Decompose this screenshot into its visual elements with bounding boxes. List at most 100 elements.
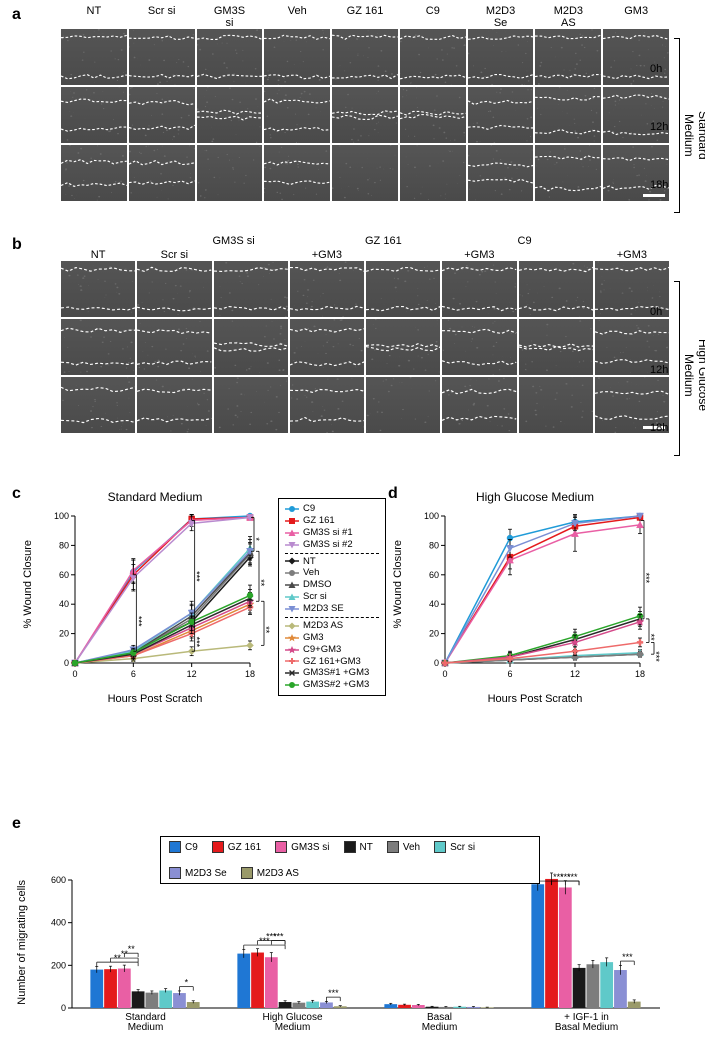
super-header: GM3S si — [213, 235, 366, 247]
svg-text:0: 0 — [72, 669, 77, 679]
col-header: C9 — [399, 5, 467, 29]
svg-text:***: *** — [651, 651, 660, 662]
legend-item: GZ 161 — [285, 515, 379, 527]
svg-text:***: *** — [622, 952, 633, 962]
legend-item: GM3 — [285, 632, 379, 644]
svg-text:*: * — [185, 978, 189, 988]
micrograph-cell — [535, 29, 601, 85]
time-label: 0h — [650, 40, 668, 98]
chart-d: High Glucose Medium 020406080100061218**… — [410, 490, 660, 705]
time-label: 12h — [650, 98, 668, 156]
chart-c-title: Standard Medium — [40, 490, 270, 504]
micrograph-cell — [400, 87, 466, 143]
svg-text:***: *** — [641, 573, 651, 584]
svg-text:**: ** — [128, 944, 136, 954]
panel-label-b: b — [12, 236, 22, 254]
micrograph-cell — [264, 145, 330, 201]
micrograph-cell — [129, 145, 195, 201]
legend-e-item: C9 — [169, 841, 198, 853]
chart-c-ylabel: % Wound Closure — [22, 540, 34, 628]
col-header: NT — [60, 247, 136, 261]
svg-text:Basal Medium: Basal Medium — [555, 1022, 618, 1033]
legend-item: GZ 161+GM3 — [285, 656, 379, 668]
super-header: C9 — [518, 235, 671, 247]
micrograph-cell — [519, 261, 593, 317]
col-header: GZ 161 — [331, 5, 399, 29]
micrograph-cell — [214, 261, 288, 317]
svg-text:***: *** — [328, 988, 339, 998]
svg-text:12: 12 — [570, 669, 580, 679]
legend-e-item: GZ 161 — [212, 841, 261, 853]
svg-text:***: *** — [273, 932, 284, 942]
legend-item: GM3S si #2 — [285, 539, 379, 551]
legend-e-item: M2D3 AS — [241, 867, 299, 879]
chart-d-xlabel: Hours Post Scratch — [410, 693, 660, 705]
svg-text:0: 0 — [61, 1003, 66, 1013]
micrograph-cell — [61, 377, 135, 433]
micrograph-cell — [332, 87, 398, 143]
legend-e-item: NT — [344, 841, 373, 853]
micrograph-cell — [442, 319, 516, 375]
svg-text:80: 80 — [429, 540, 439, 550]
micrograph-cell — [535, 145, 601, 201]
legend-e-item: GM3S si — [275, 841, 329, 853]
svg-text:0: 0 — [442, 669, 447, 679]
micrograph-cell — [197, 87, 263, 143]
legend-item: Scr si — [285, 591, 379, 603]
svg-text:40: 40 — [429, 599, 439, 609]
micrograph-cell — [61, 87, 127, 143]
svg-text:60: 60 — [59, 570, 69, 580]
chart-d-title: High Glucose Medium — [410, 490, 660, 504]
svg-text:**: ** — [261, 626, 270, 634]
svg-text:**: ** — [256, 579, 266, 587]
micrograph-cell — [468, 87, 534, 143]
micrograph-cell — [468, 145, 534, 201]
micrograph-cell — [137, 261, 211, 317]
svg-text:200: 200 — [51, 960, 66, 970]
legend-item: GM3S si #1 — [285, 527, 379, 539]
side-label-a: StandardMedium — [682, 65, 705, 205]
legend-item: M2D3 SE — [285, 603, 379, 615]
legend-item: DMSO — [285, 579, 379, 591]
svg-text:*: * — [251, 537, 261, 541]
micrograph-cell — [366, 319, 440, 375]
col-header: +GM3 — [441, 247, 517, 261]
time-label: 18h — [650, 399, 668, 457]
svg-text:20: 20 — [59, 629, 69, 639]
micrograph-cell — [264, 87, 330, 143]
svg-text:***: *** — [192, 637, 202, 648]
micrograph-cell — [290, 261, 364, 317]
svg-text:18: 18 — [245, 669, 255, 679]
svg-text:18: 18 — [635, 669, 645, 679]
micrograph-cell — [366, 377, 440, 433]
micrograph-cell — [61, 319, 135, 375]
col-header: GM3 — [602, 5, 670, 29]
micrograph-cell — [468, 29, 534, 85]
micrograph-cell — [442, 261, 516, 317]
col-header: M2D3AS — [534, 5, 602, 29]
svg-text:100: 100 — [54, 511, 69, 521]
legend-item: C9+GM3 — [285, 644, 379, 656]
svg-text:20: 20 — [429, 629, 439, 639]
micrograph-cell — [290, 319, 364, 375]
legend-item: C9 — [285, 503, 379, 515]
super-header: GZ 161 — [365, 235, 518, 247]
col-header — [365, 247, 441, 261]
micrograph-cell — [519, 319, 593, 375]
chart-c: Standard Medium 020406080100061218******… — [40, 490, 270, 705]
legend-item: GM3S#1 +GM3 — [285, 667, 379, 679]
series-legend: C9GZ 161GM3S si #1GM3S si #2NTVehDMSOScr… — [278, 498, 386, 696]
svg-text:12: 12 — [187, 669, 197, 679]
col-header: M2D3Se — [467, 5, 535, 29]
time-label: 18h — [650, 156, 668, 214]
micrograph-cell — [137, 319, 211, 375]
svg-text:**: ** — [646, 634, 656, 642]
svg-text:Medium: Medium — [275, 1022, 311, 1033]
side-label-b: High GlucoseMedium — [682, 300, 705, 450]
col-header: +GM3 — [594, 247, 670, 261]
col-header — [518, 247, 594, 261]
panel-label-a: a — [12, 6, 21, 24]
micrograph-cell — [400, 145, 466, 201]
time-label: 12h — [650, 341, 668, 399]
chart-c-xlabel: Hours Post Scratch — [40, 693, 270, 705]
